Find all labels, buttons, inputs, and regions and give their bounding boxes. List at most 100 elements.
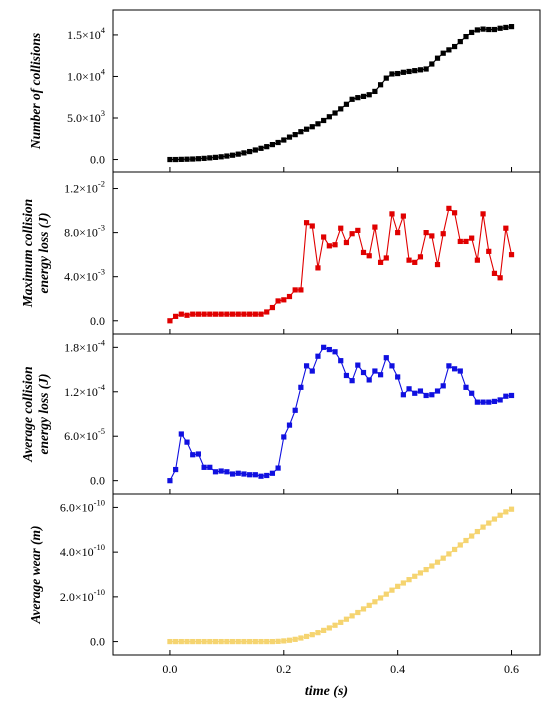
data-point — [241, 471, 247, 477]
data-point — [446, 551, 452, 557]
data-point — [417, 570, 424, 576]
y-tick-label: 1.0×104 — [67, 66, 106, 83]
data-point — [412, 259, 418, 265]
data-point — [480, 26, 486, 32]
data-point — [417, 254, 424, 260]
data-point — [446, 205, 452, 211]
data-point — [252, 147, 258, 153]
data-point — [309, 632, 315, 638]
data-point — [349, 231, 355, 237]
data-point — [395, 374, 401, 380]
data-point — [497, 512, 503, 518]
data-point — [355, 362, 361, 368]
data-point — [184, 312, 190, 318]
data-point — [298, 384, 304, 390]
data-point — [508, 252, 515, 258]
data-point — [412, 68, 418, 74]
data-point — [389, 363, 395, 369]
data-point — [463, 384, 469, 390]
data-point — [338, 358, 344, 364]
data-point — [440, 231, 446, 237]
data-point — [406, 386, 412, 392]
data-point — [497, 397, 503, 403]
data-point — [486, 26, 492, 33]
data-point — [440, 555, 446, 561]
data-point — [201, 464, 207, 470]
data-point — [281, 638, 287, 644]
data-point — [389, 211, 395, 217]
data-point — [434, 261, 441, 268]
data-point — [269, 470, 276, 476]
data-point — [372, 368, 378, 374]
panel-collisions: 0.0 5.0×103 1.0×104 1.5×104 Number of collis… — [28, 9, 541, 173]
data-point — [412, 573, 418, 579]
data-point — [321, 234, 327, 240]
data-point — [343, 239, 350, 246]
data-point — [389, 587, 395, 593]
data-point — [332, 349, 338, 355]
data-point — [275, 139, 281, 146]
y-tick-label: 5.0×103 — [67, 108, 105, 125]
data-point — [303, 126, 310, 132]
data-point — [281, 137, 287, 143]
y-tick-label: 4.0×10-10 — [60, 542, 105, 559]
plot-frame — [112, 9, 541, 173]
data-point — [395, 70, 401, 77]
data-point — [275, 465, 281, 471]
data-point — [491, 26, 498, 33]
series-line — [169, 346, 512, 481]
data-point — [167, 638, 173, 645]
data-point — [264, 309, 270, 315]
data-point — [343, 101, 350, 107]
data-point — [224, 153, 230, 159]
data-point — [252, 311, 258, 317]
y-tick-label: 1.2×10-2 — [64, 179, 105, 196]
series-line — [169, 26, 512, 161]
data-point — [423, 392, 429, 399]
data-point — [372, 224, 378, 230]
data-point — [264, 144, 270, 150]
y-axis-label: Average collisionenergy loss (J) — [20, 366, 51, 462]
x-tick-label: 0.6 — [504, 662, 519, 676]
data-point — [457, 238, 463, 245]
data-point — [173, 313, 179, 319]
data-point — [400, 69, 406, 75]
y-tick-label: 0.0 — [90, 153, 105, 167]
data-point — [309, 223, 315, 229]
data-point — [190, 638, 196, 645]
data-point — [281, 297, 287, 303]
data-point — [315, 630, 321, 636]
plot-frame — [112, 493, 541, 656]
data-point — [321, 344, 327, 350]
data-point — [229, 311, 236, 317]
data-point — [173, 466, 179, 473]
data-point — [258, 311, 264, 317]
data-point — [480, 399, 486, 405]
data-point — [406, 577, 412, 583]
data-point — [207, 155, 213, 161]
data-point — [281, 434, 287, 440]
data-point — [258, 638, 264, 645]
data-point — [218, 638, 224, 645]
data-point — [417, 388, 424, 394]
data-point — [218, 311, 224, 317]
panel-avg-wear: 0.0 2.0×10-10 4.0×10-10 6.0×10-10 0.0 0.2 0.4 0… — [28, 493, 541, 676]
data-point — [292, 287, 298, 293]
data-point — [389, 71, 395, 77]
data-point — [503, 225, 509, 231]
data-point — [264, 638, 270, 645]
data-point — [292, 636, 298, 642]
data-point — [218, 468, 224, 474]
data-point — [218, 154, 224, 160]
data-point — [178, 156, 184, 162]
data-point — [326, 114, 332, 120]
data-point — [355, 95, 361, 101]
data-point — [252, 638, 258, 645]
data-point — [235, 638, 241, 645]
y-axis-label: Maximum collisionenergy loss (J) — [20, 199, 51, 308]
data-point — [423, 66, 429, 72]
data-point — [400, 392, 406, 398]
data-point — [195, 311, 201, 317]
data-point — [332, 242, 338, 248]
data-point — [201, 311, 207, 317]
